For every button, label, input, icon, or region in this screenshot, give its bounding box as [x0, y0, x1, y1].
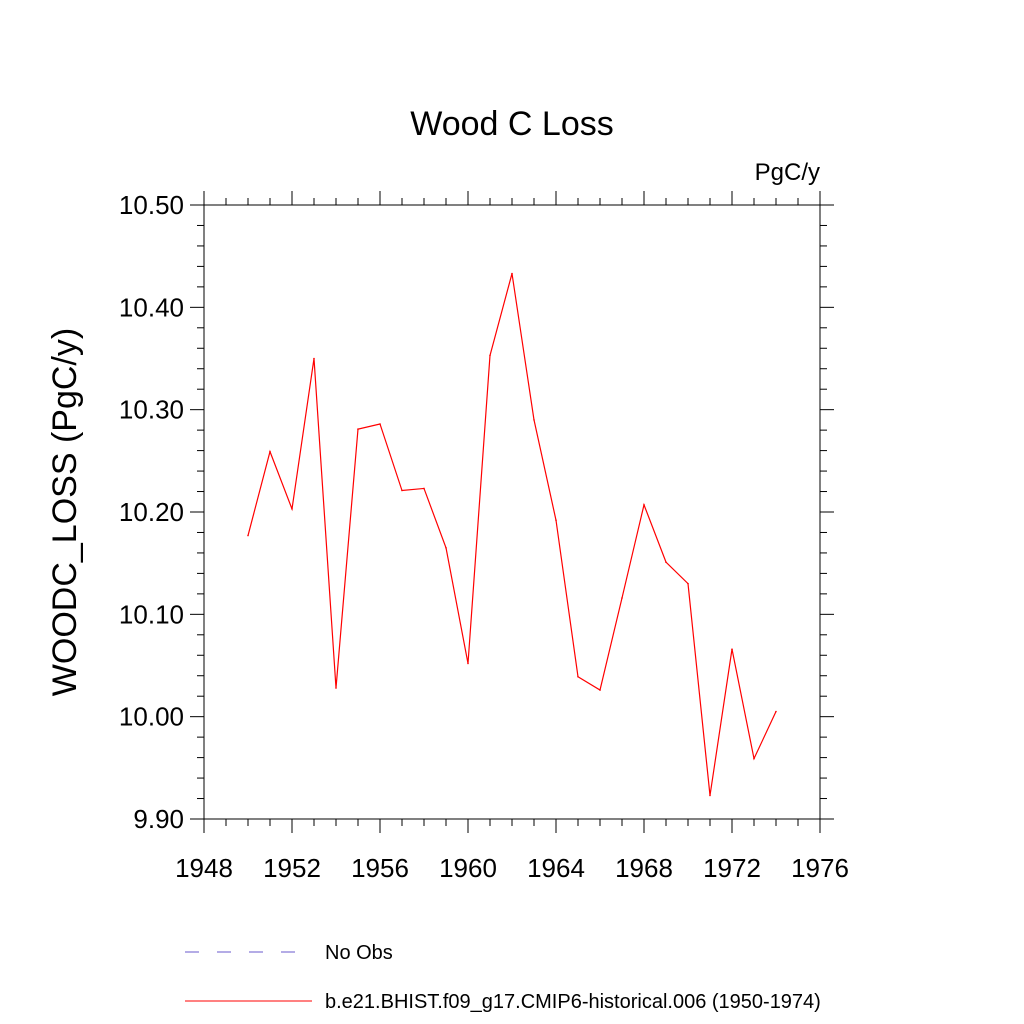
y-tick-label: 10.50: [119, 190, 184, 220]
data-point: [511, 272, 513, 275]
y-axis-title: WOODC_LOSS (PgC/y): [46, 328, 84, 696]
y-tick-label: 10.40: [119, 292, 184, 322]
data-point: [533, 419, 535, 421]
y-tick-label: 10.20: [119, 497, 184, 527]
y-tick-label: 10.30: [119, 395, 184, 425]
data-point: [687, 582, 689, 585]
plot-area: 1948 1952 1956 1960 1964 1968 1972 1976 9.90 10.0…: [119, 190, 849, 883]
legend: No Obs b.e21.BHIST.f09_g17.CMIP6-historic…: [185, 942, 821, 1013]
data-point: [379, 423, 381, 425]
data-point: [489, 354, 491, 357]
data-point: [775, 710, 777, 713]
data-point: [291, 508, 293, 510]
data-point: [423, 487, 425, 490]
y-tick-label: 9.90: [133, 804, 184, 834]
data-point: [709, 794, 711, 797]
legend-label: No Obs: [325, 942, 393, 964]
data-point: [577, 675, 579, 678]
y-tick-label: 10.10: [119, 599, 184, 629]
data-point: [599, 689, 601, 691]
data-point: [643, 504, 645, 506]
chart-title: Wood C Loss: [410, 105, 613, 143]
data-point: [753, 757, 755, 760]
data-point: [445, 547, 447, 549]
data-point: [357, 428, 359, 430]
x-tick-label: 1956: [351, 853, 409, 883]
data-point: [269, 450, 271, 453]
plot-frame: [203, 204, 821, 820]
data-point: [467, 662, 469, 665]
x-tick-label: 1964: [527, 853, 585, 883]
x-tick-label: 1968: [615, 853, 673, 883]
data-point: [335, 687, 337, 689]
data-point: [621, 597, 623, 599]
data-point: [313, 357, 315, 360]
x-tick-label: 1948: [175, 853, 233, 883]
x-tick-label: 1976: [791, 853, 849, 883]
data-point: [247, 534, 249, 537]
y-tick-label: 10.00: [119, 702, 184, 732]
x-tick-label: 1972: [703, 853, 761, 883]
data-point: [401, 489, 403, 492]
units-label: PgC/y: [755, 159, 820, 186]
x-tick-label: 1960: [439, 853, 497, 883]
data-point: [555, 519, 557, 521]
legend-label: b.e21.BHIST.f09_g17.CMIP6-historical.006…: [325, 991, 821, 1013]
data-point: [665, 561, 667, 563]
data-point: [731, 648, 733, 650]
x-tick-label: 1952: [263, 853, 321, 883]
series-line: [247, 273, 777, 796]
